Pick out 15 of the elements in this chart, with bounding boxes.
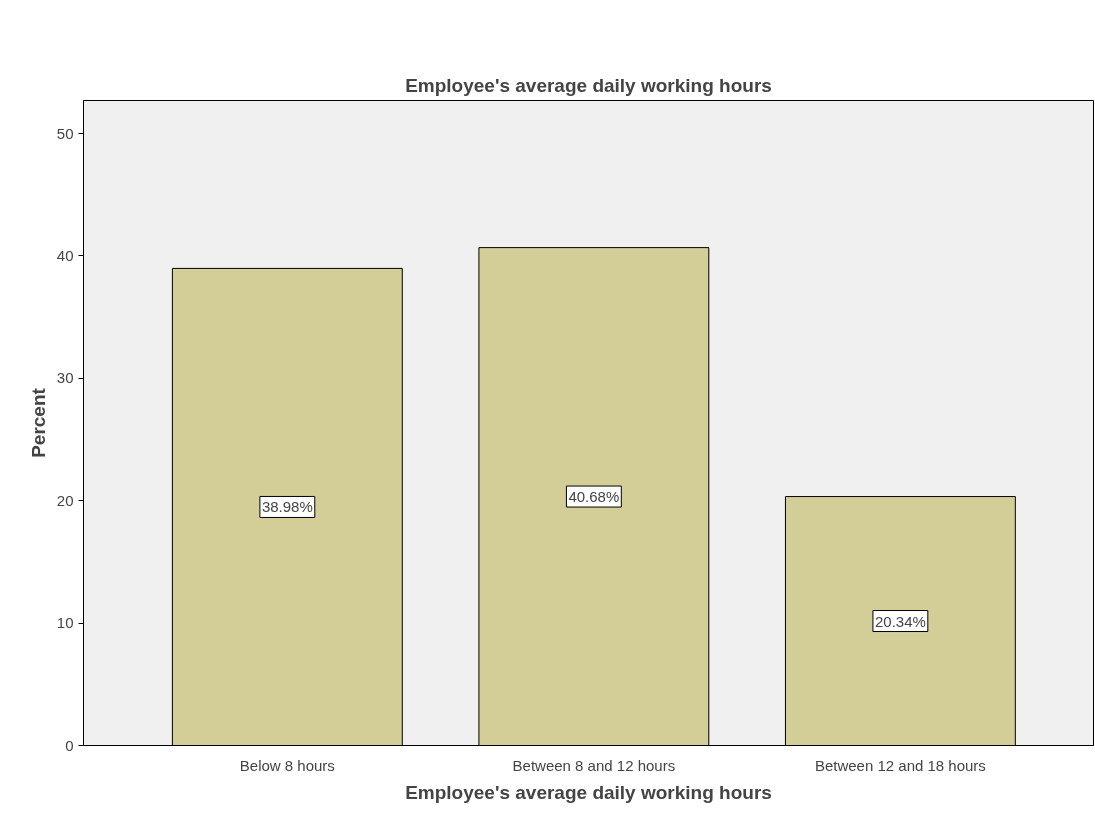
y-tick-label: 40 bbox=[56, 246, 74, 264]
chart-title: Employee's average daily working hours bbox=[405, 74, 772, 96]
x-tick-label: Between 8 and 12 hours bbox=[512, 756, 676, 774]
y-tick-label: 20 bbox=[56, 491, 74, 509]
x-axis-title: Employee's average daily working hours bbox=[405, 781, 772, 803]
data-label: 20.34% bbox=[874, 612, 926, 630]
y-tick-label: 0 bbox=[65, 736, 74, 754]
y-tick-label: 10 bbox=[56, 614, 74, 632]
y-tick-label: 30 bbox=[56, 369, 74, 387]
data-label: 40.68% bbox=[568, 488, 620, 506]
y-tick-label: 50 bbox=[56, 124, 74, 142]
x-tick-label: Below 8 hours bbox=[239, 756, 335, 774]
y-axis-title: Percent bbox=[27, 387, 49, 458]
data-label: 38.98% bbox=[261, 498, 313, 516]
x-tick-label: Between 12 and 18 hours bbox=[814, 756, 986, 774]
